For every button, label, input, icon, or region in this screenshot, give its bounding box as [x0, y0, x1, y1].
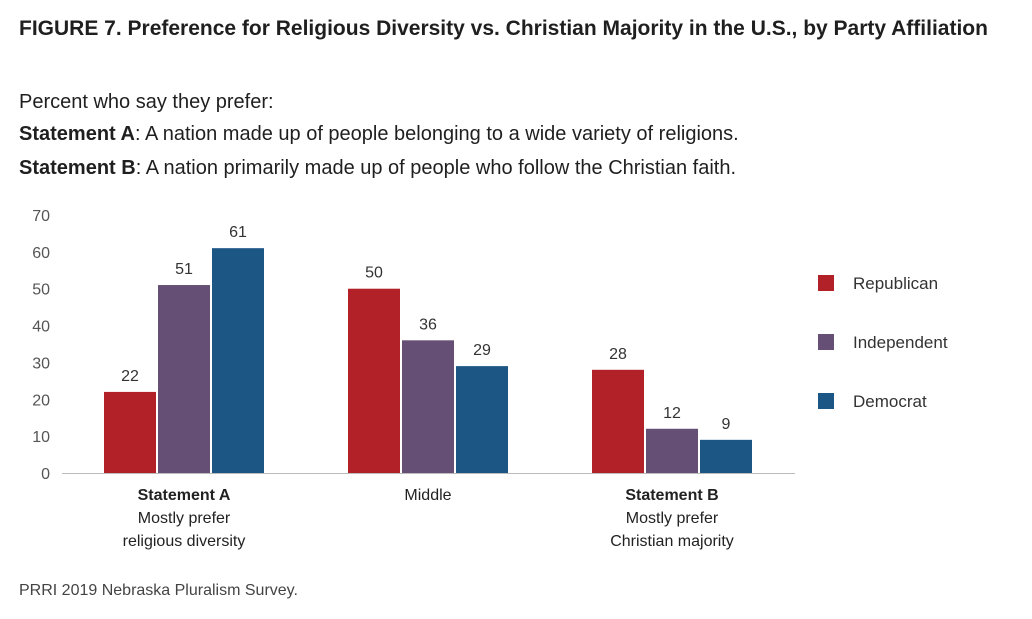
data-label: 29 — [473, 342, 491, 359]
bar — [158, 285, 210, 473]
data-label: 51 — [175, 261, 193, 278]
category-label: religious diversity — [123, 533, 246, 550]
category-label-bold: Statement B — [625, 487, 718, 504]
data-label: 61 — [229, 224, 247, 241]
legend-label: Democrat — [853, 392, 927, 411]
bar — [646, 428, 698, 473]
category-label: Middle — [404, 487, 451, 504]
data-label: 9 — [722, 416, 731, 433]
legend-swatch — [818, 393, 834, 409]
data-label: 12 — [663, 405, 681, 422]
bar — [592, 369, 644, 473]
source-note: PRRI 2019 Nebraska Pluralism Survey. — [19, 582, 298, 599]
bar — [700, 439, 752, 473]
bar — [402, 340, 454, 473]
statement-b-text: : A nation primarily made up of people w… — [135, 157, 737, 179]
y-tick-label: 20 — [32, 392, 50, 409]
y-tick-label: 10 — [32, 429, 50, 446]
bar — [212, 248, 264, 473]
y-tick-label: 60 — [32, 245, 50, 262]
legend-label: Republican — [853, 274, 938, 293]
y-tick-label: 70 — [32, 208, 50, 225]
data-label: 50 — [365, 265, 383, 282]
category-label-bold: Statement A — [138, 487, 231, 504]
statement-a-label: Statement A — [19, 123, 135, 145]
bar — [348, 288, 400, 473]
bar — [104, 391, 156, 473]
category-label: Christian majority — [610, 533, 734, 550]
legend-swatch — [818, 275, 834, 291]
data-label: 36 — [419, 316, 437, 333]
y-tick-label: 30 — [32, 355, 50, 372]
bar — [456, 366, 508, 473]
y-tick-label: 0 — [41, 466, 50, 483]
statement-a-text: : A nation made up of people belonging t… — [134, 123, 739, 145]
legend-swatch — [818, 334, 834, 350]
data-label: 28 — [609, 346, 627, 363]
y-tick-label: 40 — [32, 319, 50, 336]
chart-subtitle: Percent who say they prefer: — [19, 91, 274, 113]
bar-chart: 0 10 20 30 40 50 60 70 22 50 28 51 36 12 61 29 9 Statemen… — [32, 208, 948, 550]
legend-label: Independent — [853, 333, 948, 352]
statement-a: Statement A: A nation made up of people … — [19, 118, 739, 150]
category-label: Mostly prefer — [626, 510, 719, 527]
y-tick-label: 50 — [32, 282, 50, 299]
data-label: 22 — [121, 368, 139, 385]
statement-b-label: Statement B — [19, 157, 136, 179]
category-label: Mostly prefer — [138, 510, 231, 527]
statement-b: Statement B: A nation primarily made up … — [19, 152, 736, 184]
chart-title: FIGURE 7. Preference for Religious Diver… — [19, 17, 988, 40]
